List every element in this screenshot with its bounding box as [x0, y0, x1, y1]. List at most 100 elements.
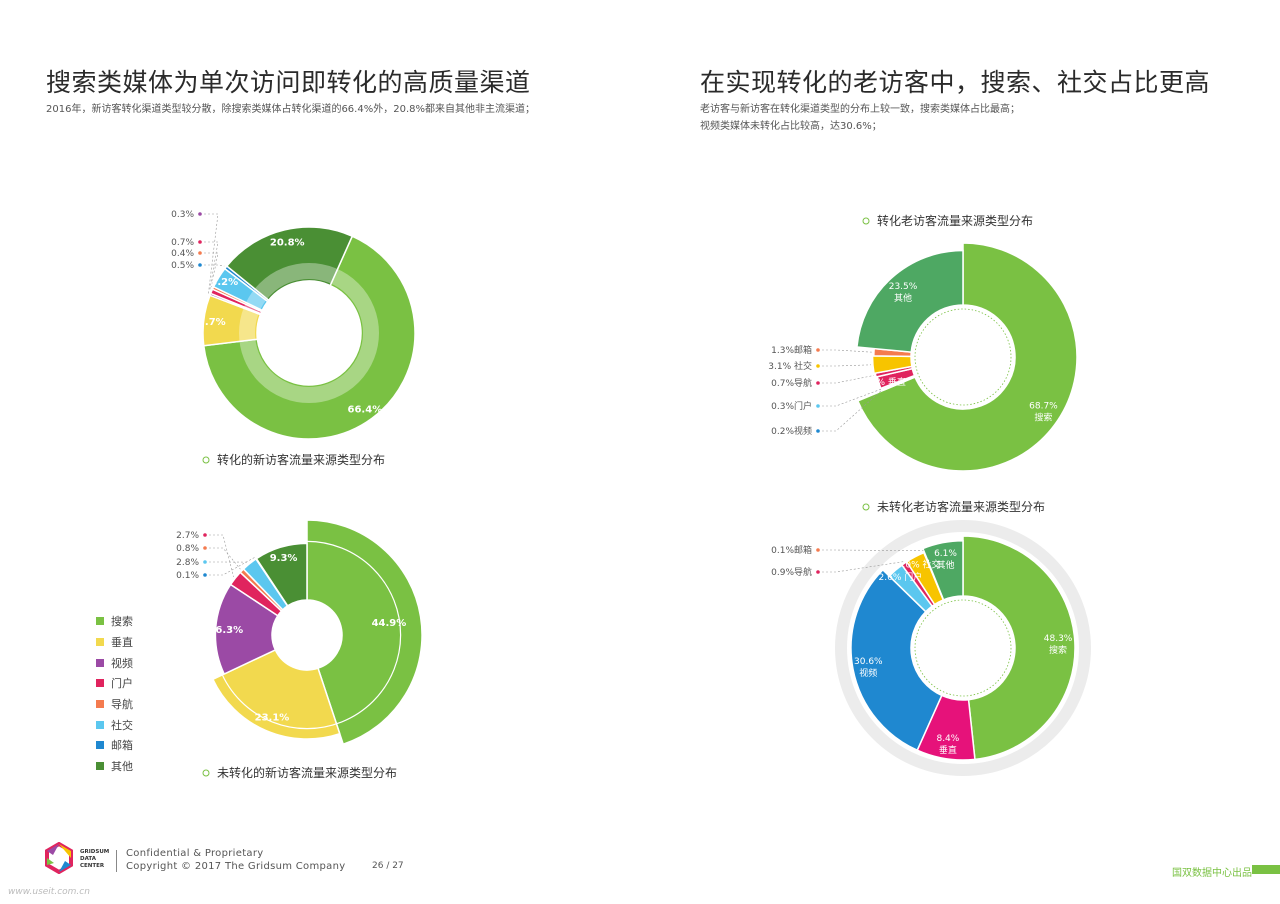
data-label-category: 搜索	[1034, 412, 1052, 424]
data-label-outside: 2.8%	[176, 558, 199, 568]
slice-其他	[225, 226, 354, 302]
footer-confidential: Confidential & Proprietary	[126, 848, 264, 859]
leader-dot	[203, 533, 207, 537]
legend-label: 门户	[111, 677, 133, 691]
watermark: www.useit.com.cn	[8, 887, 90, 897]
chart-title: 未转化老访客流量来源类型分布	[877, 499, 1045, 514]
logo-line-2: DATA	[80, 856, 97, 862]
legend-item: 其他	[96, 756, 133, 777]
data-label: 2.6% 门户	[879, 571, 923, 583]
donut-chart-3	[816, 217, 1078, 472]
leader-line	[204, 241, 219, 291]
data-label-category: 搜索	[1049, 644, 1067, 656]
leader-dot	[203, 546, 207, 550]
data-label: 3.0% 社交	[897, 559, 941, 571]
slice-搜索	[856, 242, 1078, 472]
legend-label: 垂直	[111, 636, 133, 650]
data-label-outside: 0.1%	[176, 571, 199, 581]
donut-chart-1	[198, 212, 416, 464]
data-label: 44.9%	[372, 618, 407, 629]
leader-line	[822, 390, 882, 432]
data-label: 30.6%	[854, 657, 883, 667]
leader-line	[822, 375, 874, 384]
leader-line	[822, 388, 882, 407]
data-label-outside: 0.4%	[171, 249, 194, 259]
leader-line	[204, 264, 225, 267]
inner-guide-ring	[212, 540, 402, 730]
data-label: 16.3%	[208, 625, 243, 636]
legend-item: 邮箱	[96, 735, 133, 756]
data-label: 7.7%	[198, 317, 226, 328]
slice-搜索	[306, 519, 423, 746]
legend-item: 垂直	[96, 632, 133, 653]
title-bullet	[202, 769, 210, 777]
legend-swatch	[96, 720, 104, 729]
title-bullet	[862, 503, 870, 511]
logo-line-3: CENTER	[80, 863, 105, 869]
legend-swatch	[96, 638, 104, 647]
data-label-category: 垂直	[939, 744, 957, 756]
leader-dot	[816, 570, 820, 574]
leader-line	[209, 556, 256, 576]
data-label-outside: 0.3%	[171, 210, 194, 220]
chart-title: 转化老访客流量来源类型分布	[877, 213, 1033, 228]
inner-highlight-ring	[239, 263, 379, 403]
data-label-outside: 0.7%导航	[771, 377, 812, 389]
left-title: 搜索类媒体为单次访问即转化的高质量渠道	[46, 68, 531, 97]
data-label: 48.3%	[1044, 634, 1073, 644]
gridsum-logo-icon: GRIDSUM DATA CENTER	[45, 841, 109, 875]
legend-item: 视频	[96, 652, 133, 673]
data-label-outside: 0.5%	[171, 261, 194, 271]
inner-dotted-ring	[914, 599, 1012, 697]
legend-label: 导航	[111, 698, 133, 712]
leader-line	[209, 547, 241, 570]
title-bullet	[202, 456, 210, 464]
data-label: 9.3%	[270, 553, 298, 564]
legend-item: 门户	[96, 673, 133, 694]
chart-legend: 搜索垂直视频门户导航社交邮箱其他	[96, 611, 133, 777]
legend-swatch	[96, 762, 104, 771]
slice-其他	[255, 542, 308, 607]
data-label-outside: 2.7%	[176, 531, 199, 541]
legend-swatch	[96, 741, 104, 750]
left-subtitle: 2016年，新访客转化渠道类型较分散，除搜索类媒体占转化渠道的66.4%外，20…	[46, 104, 535, 115]
leader-line	[822, 349, 872, 353]
data-label-outside: 3.1% 社交	[768, 360, 812, 372]
leader-dot	[816, 404, 820, 408]
legend-label: 其他	[111, 760, 133, 774]
legend-label: 社交	[111, 718, 133, 732]
legend-label: 邮箱	[111, 739, 133, 753]
leader-dot	[816, 548, 820, 552]
data-label-category: 视频	[859, 667, 877, 679]
leader-dot	[816, 364, 820, 368]
leader-dot	[198, 212, 202, 216]
footer-separator	[116, 850, 117, 872]
data-label: 23.1%	[255, 713, 290, 724]
legend-item: 搜索	[96, 611, 133, 632]
brand-bar	[1252, 865, 1280, 874]
data-label: 20.8%	[270, 237, 305, 248]
right-subtitle-line-2: 视频类媒体未转化占比较高，达30.6%；	[700, 121, 882, 132]
brand-note: 国双数据中心出品	[1172, 868, 1252, 879]
leader-dot	[203, 573, 207, 577]
data-label: 8.4%	[936, 734, 959, 744]
data-label-outside: 0.7%	[171, 238, 194, 248]
donut-chart-4	[816, 503, 1091, 776]
slice-垂直	[211, 648, 341, 740]
data-label-category: 其他	[937, 559, 955, 571]
outer-ring	[835, 520, 1091, 776]
leader-line	[822, 549, 924, 552]
chart-title: 转化的新访客流量来源类型分布	[217, 452, 385, 467]
data-label: 6.1%	[934, 549, 957, 559]
slice-其他	[921, 540, 964, 601]
data-label: 23.5%	[889, 282, 918, 292]
gridsum-logo: GRIDSUM DATA CENTER	[44, 841, 114, 878]
leader-line	[822, 364, 871, 367]
data-label-outside: 0.3%门户	[771, 400, 812, 412]
leader-dot	[816, 381, 820, 385]
leader-dot	[198, 263, 202, 267]
leader-dot	[816, 429, 820, 433]
data-label-outside: 0.9%导航	[771, 566, 812, 578]
slice-搜索	[202, 235, 416, 440]
